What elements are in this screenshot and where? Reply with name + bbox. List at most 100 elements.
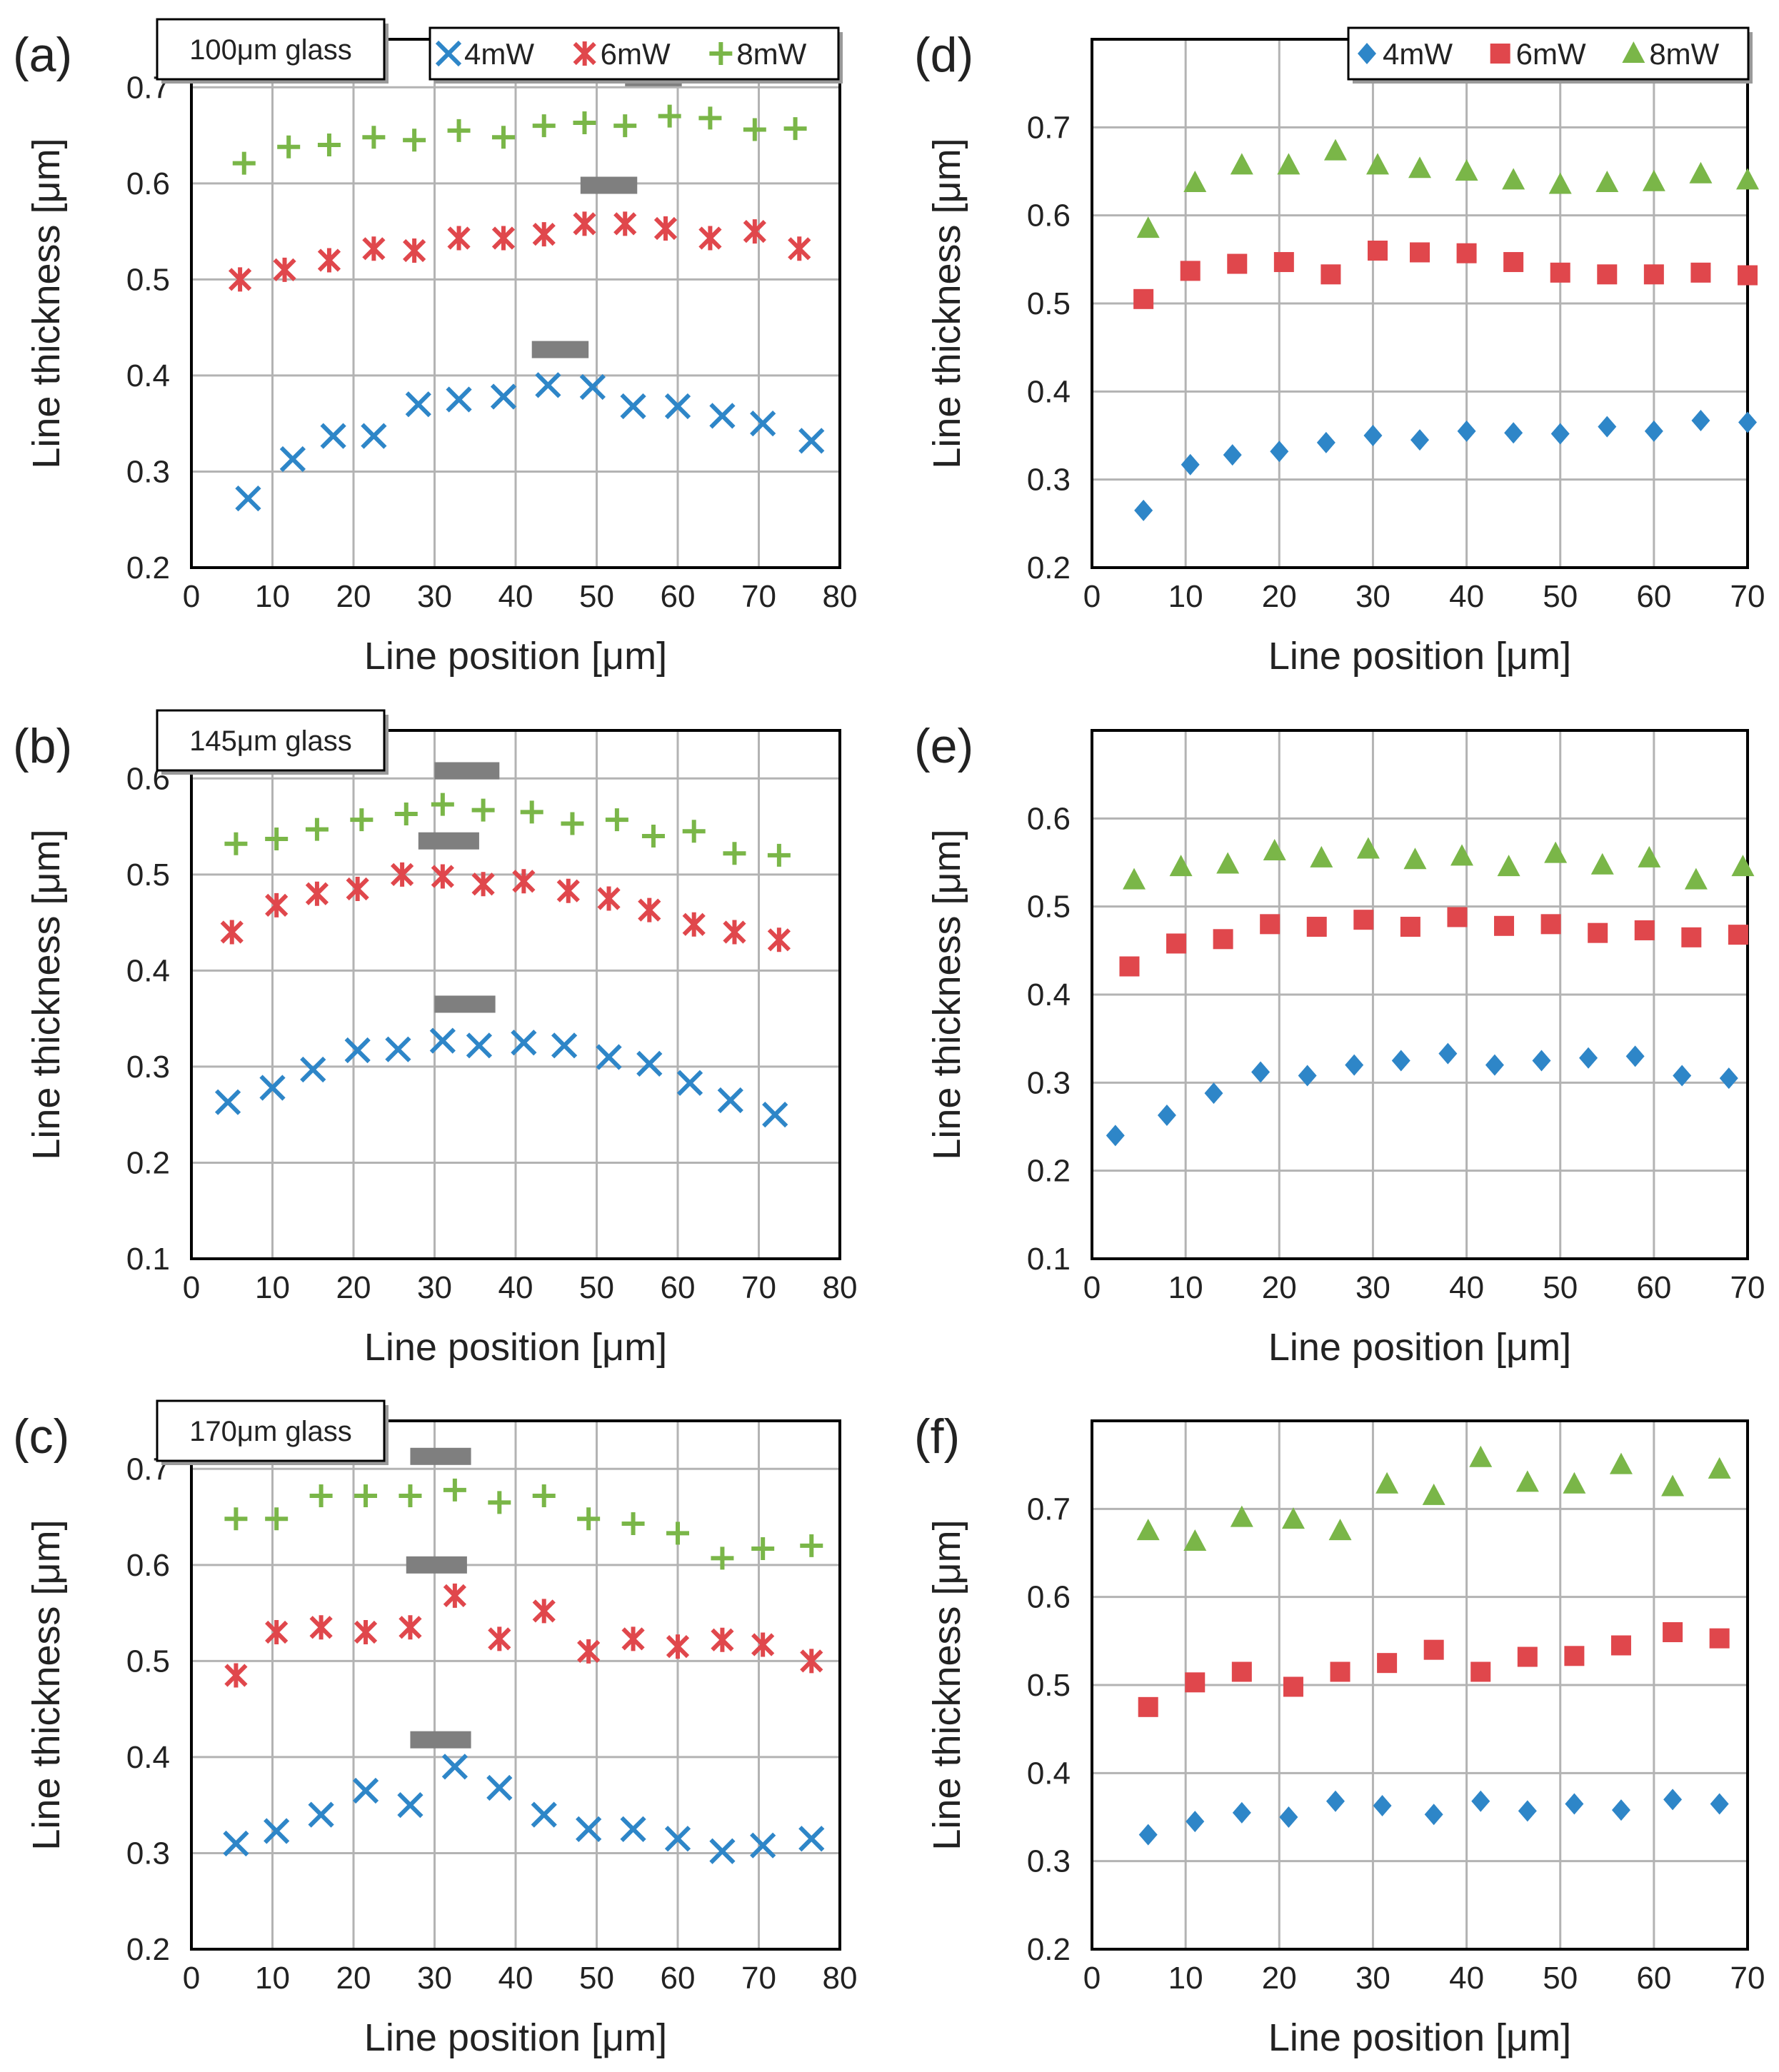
data-point-8mW-shape <box>1422 1483 1445 1505</box>
data-point-6mW <box>488 1626 511 1651</box>
data-point-6mW <box>443 1583 466 1608</box>
data-point-4mW <box>709 1838 736 1864</box>
data-point-8mW <box>1263 838 1286 860</box>
y-tick-label: 0.1 <box>1027 1242 1071 1277</box>
data-point-4mW <box>717 1087 743 1114</box>
data-point-6mW <box>1610 1635 1631 1656</box>
data-point-6mW-shape <box>1447 907 1468 927</box>
data-point-8mW-shape <box>1731 855 1755 877</box>
data-point-8mW-shape <box>1661 1474 1685 1497</box>
legend-box <box>1347 26 1750 81</box>
data-point-6mW <box>532 222 556 247</box>
data-point-8mW <box>488 1491 511 1514</box>
data-point-8mW-shape <box>1684 867 1708 890</box>
data-point-6mW <box>1138 1696 1158 1717</box>
data-point-4mW-stroke2 <box>798 1826 825 1852</box>
panel-label: (a) <box>13 28 72 82</box>
x-tick-label: 30 <box>417 1270 452 1305</box>
data-point-8mW-shape <box>1169 855 1193 877</box>
data-point-4mW <box>709 403 736 429</box>
data-point-4mW-shape <box>1186 1811 1205 1833</box>
y-tick-label: 0.5 <box>126 1644 170 1679</box>
data-point-4mW <box>1186 1811 1205 1833</box>
legend-box <box>429 26 840 81</box>
data-point-8mW-shape <box>1183 1529 1207 1551</box>
y-tick-label: 0.4 <box>126 358 170 393</box>
data-point-8mW-shape <box>1502 168 1525 190</box>
x-tick-label: 20 <box>1262 1961 1297 1996</box>
data-point-8mW <box>1661 1474 1685 1497</box>
data-point-8mW-shape <box>1323 139 1347 161</box>
x-tick-label: 50 <box>1543 579 1578 614</box>
data-point-6mW <box>1260 914 1281 935</box>
data-point-4mW-stroke2 <box>486 1774 513 1801</box>
data-point-8mW <box>431 793 454 816</box>
data-point-6mW <box>800 1649 823 1674</box>
data-point-8mW-shape <box>1497 855 1520 877</box>
data-point-4mW <box>264 1818 290 1844</box>
data-point-4mW-stroke2 <box>235 486 261 512</box>
data-point-8mW-shape <box>1136 216 1160 238</box>
legend-label-6mW: 6mW <box>1516 37 1586 71</box>
data-point-6mW-shape <box>1273 252 1294 273</box>
data-point-8mW <box>1689 161 1713 183</box>
legend-d: 4mW 6mW 8mW <box>1347 26 1753 84</box>
data-point-4mW-stroke2 <box>429 1027 456 1054</box>
data-point-8mW <box>443 1478 466 1502</box>
data-point-6mW <box>751 1632 775 1657</box>
x-tick-label: 60 <box>1636 579 1671 614</box>
series-4mW <box>1134 410 1757 521</box>
data-point-4mW-stroke2 <box>551 1032 578 1059</box>
panel-label: (c) <box>13 1409 69 1464</box>
data-point-4mW <box>214 1089 241 1115</box>
y-tick-label: 0.5 <box>126 262 170 297</box>
y-tick-label: 0.5 <box>1027 286 1071 321</box>
panel-label: (d) <box>914 28 973 82</box>
data-point-6mW <box>1213 929 1233 950</box>
highlight-bar <box>531 341 589 358</box>
data-point-4mW <box>1532 1050 1551 1072</box>
x-tick-label: 70 <box>741 579 776 614</box>
x-tick-label: 10 <box>1168 1961 1203 1996</box>
x-tick-label: 40 <box>1449 1961 1484 1996</box>
series-4mW <box>1138 1789 1729 1846</box>
panel-label: (f) <box>914 1409 960 1464</box>
data-point-6mW <box>1185 1672 1206 1693</box>
data-point-6mW <box>613 211 637 236</box>
data-point-4mW-stroke2 <box>308 1801 334 1828</box>
y-axis-title: Line thickness [μm] <box>25 138 68 468</box>
data-point-6mW <box>447 226 471 251</box>
highlight-bar <box>406 1556 467 1574</box>
data-point-4mW-shape <box>1298 1065 1317 1087</box>
data-point-4mW-stroke2 <box>446 386 472 413</box>
x-axis-title: Line position [μm] <box>364 2016 667 2059</box>
data-point-6mW <box>666 1634 690 1659</box>
data-point-4mW <box>320 423 346 449</box>
data-point-8mW <box>767 843 791 867</box>
data-point-4mW <box>1424 1804 1443 1826</box>
data-point-4mW <box>405 391 431 418</box>
data-point-8mW-shape <box>1375 1472 1399 1494</box>
data-point-6mW <box>1588 922 1608 943</box>
data-point-4mW-stroke2 <box>511 1030 537 1056</box>
data-point-6mW <box>556 878 580 903</box>
data-point-6mW-shape <box>1213 929 1233 950</box>
data-point-4mW-stroke2 <box>223 1830 249 1857</box>
data-point-8mW <box>1183 1529 1207 1551</box>
data-point-6mW <box>1550 262 1570 283</box>
data-point-4mW <box>762 1102 788 1128</box>
data-point-8mW <box>1638 845 1661 867</box>
data-point-6mW <box>1283 1676 1303 1697</box>
data-point-4mW-shape <box>1345 1054 1364 1076</box>
data-point-4mW-shape <box>1691 410 1710 432</box>
data-point-4mW-shape <box>1279 1806 1298 1828</box>
data-point-4mW <box>1279 1806 1298 1828</box>
y-tick-label: 0.3 <box>126 1836 170 1871</box>
data-point-8mW <box>224 1507 248 1531</box>
data-point-4mW <box>466 1032 493 1059</box>
data-point-8mW-shape <box>1123 867 1146 890</box>
data-point-8mW <box>1365 153 1389 175</box>
x-tick-label: 60 <box>1636 1961 1671 1996</box>
data-point-4mW <box>429 1027 456 1054</box>
x-tick-label: 70 <box>1730 579 1765 614</box>
